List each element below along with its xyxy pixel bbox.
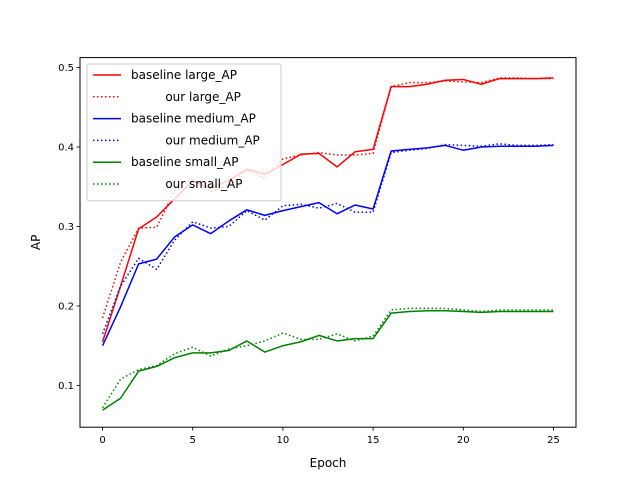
y-tick-label: 0.2: [58, 302, 74, 313]
y-tick-label: 0.4: [58, 143, 74, 154]
x-axis-ticks: 0 5 10 15 20 25: [99, 427, 560, 446]
legend-label-our-medium-ap: our medium_AP: [131, 133, 260, 147]
legend-label-baseline-medium-ap: baseline medium_AP: [131, 112, 256, 126]
x-tick-label: 20: [457, 435, 470, 446]
y-tick-label: 0.3: [58, 222, 74, 233]
x-tick-label: 15: [367, 435, 380, 446]
y-axis-ticks: 0.1 0.2 0.3 0.4 0.5: [58, 63, 80, 392]
axes-frame: [79, 57, 577, 428]
legend-box: [86, 63, 282, 202]
series-line-our-large-ap: [101, 77, 554, 319]
series-line-baseline-small-ap: [102, 310, 554, 411]
series-line-our-medium-ap: [101, 143, 554, 335]
legend-label-our-small-ap: our small_AP: [131, 177, 242, 191]
y-axis-label: AP: [29, 235, 43, 250]
legend-label-our-large-ap: our large_AP: [131, 90, 241, 104]
series-line-baseline-medium-ap: [101, 144, 554, 347]
x-tick-label: 5: [190, 435, 196, 446]
x-tick-label: 0: [99, 435, 105, 446]
series-line-our-small-ap: [101, 307, 554, 409]
x-tick-label: 25: [547, 435, 560, 446]
legend: baseline large_AP our large_AP baseline m…: [86, 63, 282, 202]
y-tick-label: 0.1: [58, 381, 74, 392]
legend-label-baseline-small-ap: baseline small_AP: [131, 155, 238, 169]
legend-label-baseline-large-ap: baseline large_AP: [131, 68, 237, 82]
x-tick-label: 10: [277, 435, 290, 446]
x-axis-label: Epoch: [310, 456, 347, 470]
y-tick-label: 0.5: [58, 63, 74, 74]
